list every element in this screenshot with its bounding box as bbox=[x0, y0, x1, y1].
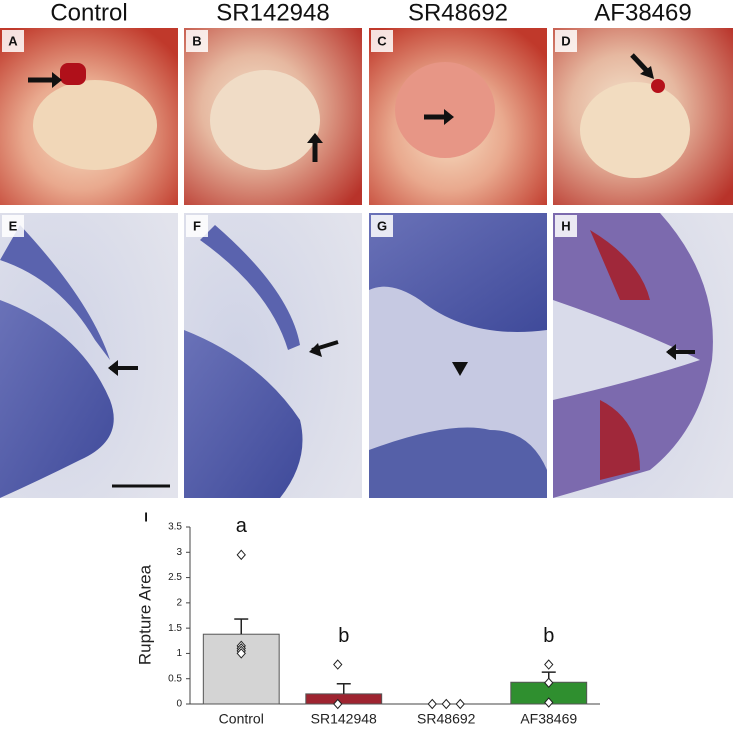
significance-letter: b bbox=[543, 625, 554, 647]
arrow-head bbox=[52, 72, 62, 88]
ovary bbox=[580, 82, 690, 178]
arrow-head bbox=[108, 360, 118, 376]
tissue bbox=[0, 300, 114, 498]
data-point bbox=[333, 698, 343, 710]
panel-letter-box bbox=[555, 215, 577, 237]
x-tick-label: AF38469 bbox=[520, 711, 577, 727]
x-tick-label: SR48692 bbox=[417, 711, 476, 727]
tissue bbox=[369, 213, 547, 332]
arrow-head bbox=[444, 109, 454, 125]
data-point bbox=[544, 697, 554, 708]
arrow-head bbox=[307, 133, 323, 143]
y-tick-label: 3 bbox=[176, 547, 182, 558]
panel-letter: B bbox=[192, 33, 201, 48]
header-row: Control SR142948 SR48692 AF38469 bbox=[50, 0, 691, 26]
panel-letter: C bbox=[377, 33, 387, 48]
x-tick-label: Control bbox=[219, 711, 264, 727]
panel-letter: G bbox=[377, 218, 387, 233]
column-header: SR142948 bbox=[216, 0, 329, 26]
stain bbox=[590, 230, 650, 480]
column-header: SR48692 bbox=[408, 0, 508, 26]
y-tick-label: 3.5 bbox=[168, 522, 182, 533]
ovary bbox=[33, 80, 157, 170]
follicle bbox=[60, 63, 86, 85]
y-tick-label: 0.5 bbox=[168, 673, 182, 684]
x-tick-label: SR142948 bbox=[311, 711, 377, 727]
tissue bbox=[200, 225, 300, 350]
y-tick-label: 1.5 bbox=[168, 623, 182, 634]
data-point bbox=[236, 648, 246, 659]
panel-letter-box bbox=[371, 30, 393, 52]
y-tick-label: 2 bbox=[176, 597, 182, 608]
y-axis-label: Rupture Area bbox=[135, 564, 154, 665]
tissue bbox=[0, 225, 110, 360]
arrow-head bbox=[309, 343, 322, 357]
ovary bbox=[210, 70, 320, 170]
panel-letter: D bbox=[561, 33, 570, 48]
arrow bbox=[630, 53, 650, 74]
data-point bbox=[333, 659, 343, 670]
tissue bbox=[184, 330, 303, 498]
y-tick-label: 1 bbox=[176, 648, 182, 659]
panel-letter: I bbox=[144, 509, 148, 524]
data-point bbox=[544, 677, 554, 689]
panel-letter: H bbox=[561, 218, 570, 233]
significance-letter: a bbox=[236, 515, 248, 537]
panel-letter-box bbox=[2, 30, 24, 52]
panel-letter-box bbox=[186, 30, 208, 52]
panel-letters: A B C D E F G H bbox=[2, 30, 577, 237]
significance-letter: b bbox=[338, 625, 349, 647]
y-tick-label: 0 bbox=[176, 699, 182, 710]
arrow-head bbox=[640, 66, 654, 79]
bar-chart: I Rupture Area 0 0.5 1 1.5 2 2.5 3 3.5 a Control b… bbox=[135, 509, 600, 727]
y-tick-label: 2.5 bbox=[168, 572, 182, 583]
panel-letter-box bbox=[371, 215, 393, 237]
tissue bbox=[553, 300, 700, 400]
arrow-head bbox=[666, 344, 676, 360]
column-header: Control bbox=[50, 0, 127, 26]
data-point bbox=[427, 698, 437, 710]
photo-row bbox=[0, 28, 733, 205]
data-point bbox=[236, 549, 246, 561]
panel-letter-box bbox=[186, 215, 208, 237]
tissue bbox=[369, 427, 547, 498]
histology-row bbox=[0, 213, 733, 498]
data-point bbox=[455, 698, 465, 710]
data-point bbox=[544, 659, 554, 670]
panel-letter: E bbox=[9, 218, 18, 233]
follicle bbox=[651, 79, 665, 93]
column-header: AF38469 bbox=[594, 0, 691, 26]
panel-letter: F bbox=[193, 218, 201, 233]
arrowhead bbox=[452, 362, 468, 376]
panel-letter: A bbox=[8, 33, 18, 48]
panel-letter-box bbox=[555, 30, 577, 52]
data-point bbox=[441, 698, 451, 710]
panel-letter-box bbox=[2, 215, 24, 237]
bar bbox=[305, 693, 383, 705]
